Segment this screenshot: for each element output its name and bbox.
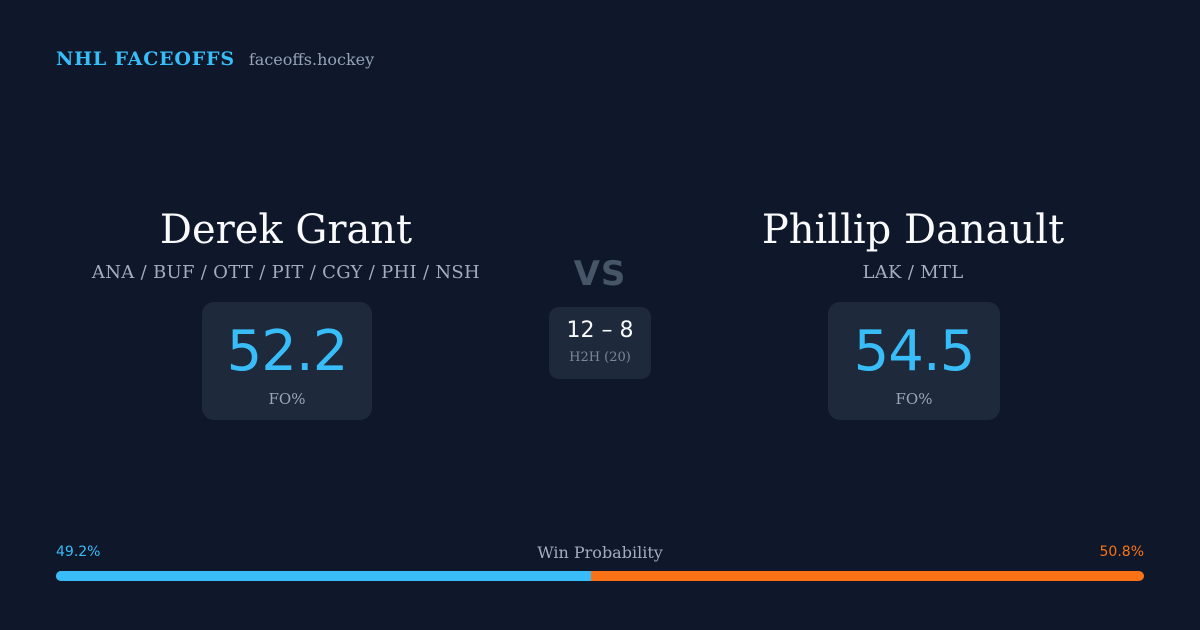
left-player: Derek Grant ANA / BUF / OTT / PIT / CGY … (86, 206, 486, 283)
left-fo-label: FO% (268, 390, 306, 408)
h2h-label: H2H (20) (569, 350, 631, 365)
win-probability-bar-left-fill (56, 571, 592, 581)
head-to-head-card: 12 – 8 H2H (20) (549, 307, 651, 379)
right-fo-card: 54.5 FO% (828, 302, 1000, 420)
left-win-probability: 49.2% (56, 544, 101, 560)
left-player-name: Derek Grant (159, 207, 413, 253)
right-fo-value: 54.5 (853, 319, 976, 384)
right-player: Phillip Danault LAK / MTL (713, 206, 1113, 283)
left-fo-card: 52.2 FO% (202, 302, 372, 420)
h2h-score: 12 – 8 (566, 318, 634, 343)
right-player-teams: LAK / MTL (862, 262, 964, 283)
right-fo-label: FO% (895, 390, 933, 408)
brand-site: faceoffs.hockey (248, 50, 375, 69)
left-player-teams: ANA / BUF / OTT / PIT / CGY / PHI / NSH (91, 262, 481, 283)
win-probability-label: Win Probability (537, 543, 663, 562)
versus-label: VS (573, 254, 627, 294)
right-player-name: Phillip Danault (761, 207, 1065, 253)
win-probability-bar (56, 571, 1144, 581)
left-fo-value: 52.2 (226, 319, 349, 384)
brand-title: NHL FACEOFFS (56, 48, 235, 70)
right-win-probability: 50.8% (1099, 544, 1144, 560)
brand-header: NHL FACEOFFS faceoffs.hockey (56, 48, 374, 70)
